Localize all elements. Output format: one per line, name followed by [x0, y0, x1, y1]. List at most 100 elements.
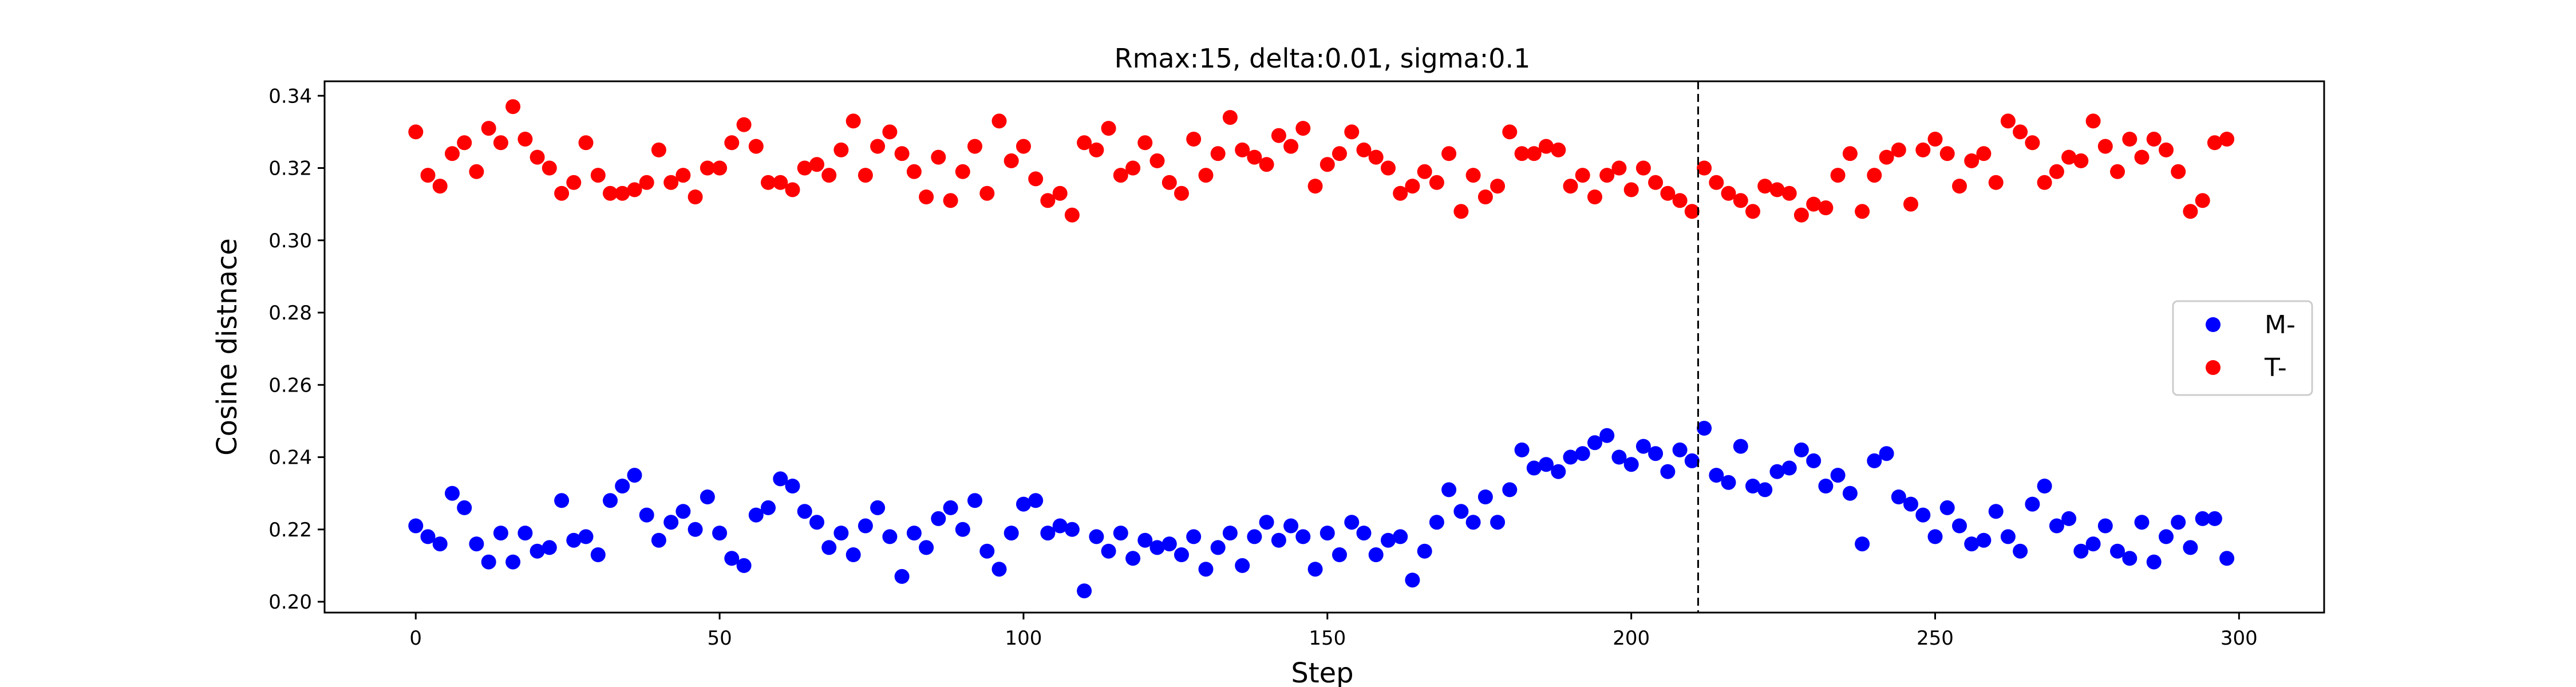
point-m-62 — [1161, 536, 1177, 552]
point-m-82 — [1405, 572, 1420, 588]
point-t-82 — [1405, 179, 1420, 194]
point-t-44 — [943, 193, 958, 208]
point-m-106 — [1697, 421, 1712, 436]
point-m-85 — [1441, 482, 1457, 498]
point-t-7 — [493, 135, 508, 151]
point-t-64 — [1186, 132, 1202, 147]
point-m-39 — [882, 529, 898, 544]
point-m-100 — [1623, 457, 1639, 472]
point-m-144 — [2159, 529, 2174, 544]
point-t-142 — [2134, 149, 2150, 165]
point-m-23 — [688, 522, 703, 537]
point-t-126 — [1939, 146, 1955, 161]
point-t-21 — [663, 175, 679, 190]
point-t-141 — [2122, 132, 2138, 147]
point-t-137 — [2073, 153, 2089, 168]
point-m-142 — [2134, 515, 2150, 530]
point-t-84 — [1429, 175, 1444, 190]
point-t-88 — [1477, 189, 1493, 204]
point-t-16 — [603, 185, 618, 201]
point-m-60 — [1137, 532, 1153, 548]
point-m-139 — [2097, 518, 2113, 534]
point-t-47 — [979, 185, 995, 201]
y-tick-label: 0.22 — [268, 519, 312, 542]
point-m-133 — [2025, 496, 2040, 512]
point-m-31 — [785, 479, 800, 493]
point-m-79 — [1368, 547, 1384, 562]
point-m-75 — [1319, 526, 1335, 541]
point-t-109 — [1733, 193, 1748, 208]
point-m-77 — [1344, 515, 1360, 530]
point-t-106 — [1697, 160, 1712, 176]
y-tick-label: 0.34 — [268, 85, 312, 108]
point-m-96 — [1575, 446, 1590, 461]
point-m-22 — [675, 504, 691, 519]
point-t-6 — [481, 121, 496, 136]
point-t-127 — [1952, 179, 1967, 194]
point-m-10 — [530, 543, 545, 559]
point-t-136 — [2061, 149, 2077, 165]
point-t-39 — [882, 124, 898, 140]
point-m-112 — [1769, 464, 1785, 479]
point-t-103 — [1660, 185, 1676, 201]
point-t-98 — [1599, 168, 1615, 183]
point-m-14 — [578, 529, 594, 544]
point-m-54 — [1064, 522, 1080, 537]
x-tick-label: 200 — [1613, 627, 1650, 650]
point-t-122 — [1891, 142, 1906, 157]
point-m-71 — [1271, 532, 1286, 548]
point-t-66 — [1210, 146, 1226, 161]
point-m-41 — [906, 526, 922, 541]
point-m-43 — [931, 511, 946, 526]
point-m-36 — [846, 547, 861, 562]
point-t-91 — [1514, 146, 1530, 161]
point-t-60 — [1137, 135, 1153, 151]
point-t-29 — [761, 175, 776, 190]
point-t-73 — [1295, 121, 1311, 136]
point-t-31 — [785, 182, 800, 198]
point-t-0 — [408, 124, 424, 140]
point-t-33 — [809, 157, 824, 172]
point-t-40 — [894, 146, 910, 161]
point-m-110 — [1745, 479, 1760, 493]
point-m-38 — [870, 500, 886, 515]
legend-marker-t — [2206, 360, 2221, 375]
point-t-10 — [530, 149, 545, 165]
point-m-128 — [1964, 536, 1980, 552]
point-t-85 — [1441, 146, 1457, 161]
point-m-132 — [2013, 543, 2028, 559]
point-m-47 — [979, 543, 995, 559]
point-m-111 — [1757, 482, 1773, 498]
point-m-87 — [1465, 515, 1481, 530]
point-t-83 — [1417, 164, 1432, 179]
point-t-67 — [1222, 110, 1238, 125]
point-m-12 — [554, 493, 570, 508]
x-tick-label: 300 — [2221, 627, 2258, 650]
point-m-143 — [2146, 554, 2162, 570]
point-m-84 — [1429, 515, 1444, 530]
point-m-101 — [1635, 439, 1651, 454]
point-t-42 — [919, 189, 934, 204]
point-t-26 — [724, 135, 740, 151]
point-m-3 — [445, 485, 460, 501]
point-m-1 — [420, 529, 436, 544]
point-m-55 — [1077, 583, 1092, 599]
point-m-129 — [1976, 532, 1992, 548]
y-axis-label: Cosine distnace — [211, 238, 243, 456]
point-t-11 — [542, 160, 557, 176]
point-t-134 — [2037, 175, 2052, 190]
point-m-2 — [432, 536, 448, 552]
point-m-138 — [2085, 536, 2101, 552]
point-t-125 — [1927, 132, 1943, 147]
point-t-94 — [1551, 142, 1566, 157]
point-t-63 — [1174, 185, 1189, 201]
point-m-136 — [2061, 511, 2077, 526]
point-t-23 — [688, 189, 703, 204]
point-m-137 — [2073, 543, 2089, 559]
point-t-25 — [712, 160, 728, 176]
point-t-24 — [700, 160, 715, 176]
point-t-72 — [1283, 139, 1299, 154]
point-m-26 — [724, 551, 740, 566]
point-t-111 — [1757, 179, 1773, 194]
point-m-130 — [1988, 504, 2004, 519]
